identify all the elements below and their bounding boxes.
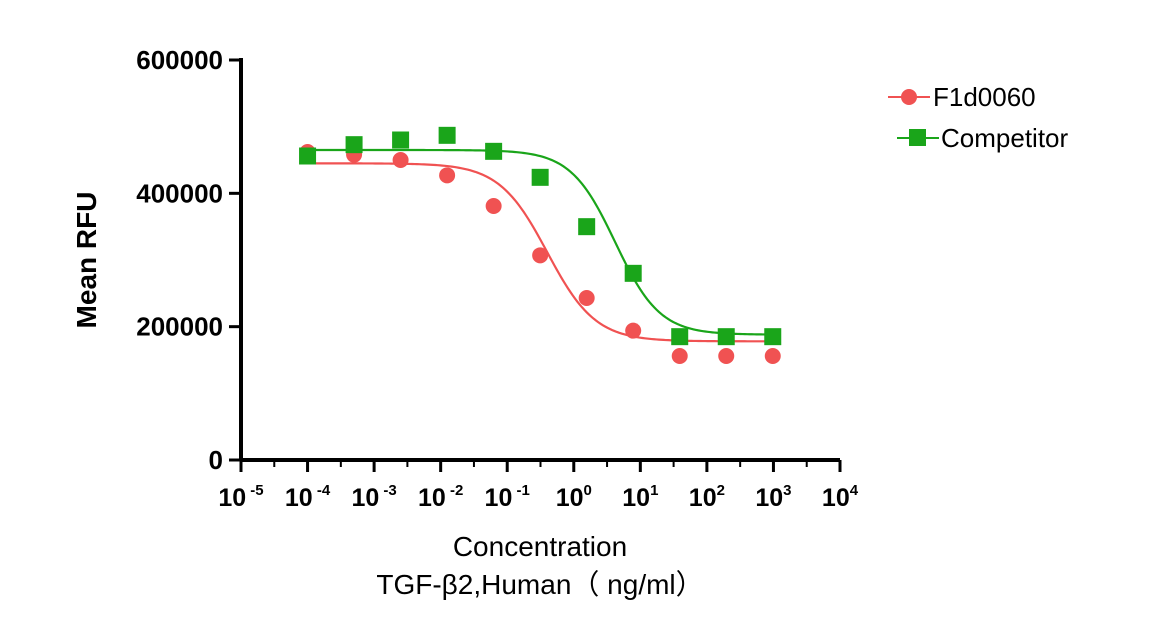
y-tick-label: 600000 bbox=[136, 45, 223, 75]
x-axis-title: Concentration bbox=[453, 531, 627, 562]
data-point-competitor bbox=[578, 218, 596, 236]
data-point-f1d0060 bbox=[764, 348, 781, 364]
x-tick-label: 104 bbox=[822, 482, 859, 512]
x-tick-label: 101 bbox=[622, 482, 658, 512]
axes-group: 0 200000 400000 600000 10 -5 10 -4 10 -3 10 -2 1… bbox=[136, 45, 859, 512]
legend-marker-f1d0060 bbox=[901, 89, 917, 105]
data-point-competitor bbox=[671, 328, 689, 346]
fit-curve-competitor bbox=[307, 148, 773, 336]
data-point-competitor bbox=[764, 328, 782, 346]
x-tick-label: 10 -2 bbox=[418, 482, 463, 512]
legend-label-competitor: Competitor bbox=[941, 123, 1068, 153]
x-tick-label: 10 -1 bbox=[485, 482, 530, 512]
data-point-f1d0060 bbox=[392, 152, 409, 168]
data-point-f1d0060 bbox=[625, 322, 642, 339]
legend-label-f1d0060: F1d0060 bbox=[933, 82, 1036, 112]
data-point-f1d0060 bbox=[439, 167, 456, 184]
fit-curves bbox=[307, 148, 773, 343]
y-tick-label: 400000 bbox=[136, 178, 223, 208]
legend-item-f1d0060[interactable]: F1d0060 bbox=[888, 82, 1036, 112]
legend-item-competitor[interactable]: Competitor bbox=[897, 123, 1068, 153]
data-point-f1d0060 bbox=[532, 247, 549, 264]
data-point-competitor bbox=[624, 264, 642, 282]
x-tick-label: 10 -5 bbox=[218, 482, 263, 512]
data-point-competitor bbox=[717, 328, 735, 346]
y-axis-title: Mean RFU bbox=[71, 192, 102, 329]
data-point-f1d0060 bbox=[485, 198, 502, 214]
data-point-f1d0060 bbox=[718, 348, 735, 364]
x-tick-label: 100 bbox=[556, 482, 592, 512]
legend-marker-competitor bbox=[909, 129, 926, 146]
x-tick-label: 103 bbox=[755, 482, 791, 512]
legend: F1d0060 Competitor bbox=[888, 82, 1068, 153]
fit-curve-f1d0060 bbox=[307, 162, 773, 343]
x-axis-subtitle: TGF-β2,Human（ ng/ml） bbox=[376, 569, 703, 600]
x-tick-label: 102 bbox=[689, 482, 725, 512]
data-point-f1d0060 bbox=[578, 290, 595, 306]
data-point-competitor bbox=[531, 168, 549, 186]
data-point-competitor bbox=[438, 126, 456, 144]
x-tick-label: 10 -4 bbox=[285, 482, 331, 512]
x-tick-label: 10 -3 bbox=[351, 482, 396, 512]
data-point-competitor bbox=[299, 147, 317, 165]
data-points bbox=[299, 126, 782, 364]
data-point-competitor bbox=[392, 131, 410, 149]
y-tick-label: 0 bbox=[209, 445, 223, 475]
data-point-f1d0060 bbox=[671, 348, 688, 364]
data-point-competitor bbox=[485, 142, 503, 160]
data-point-competitor bbox=[345, 136, 363, 154]
y-tick-label: 200000 bbox=[136, 312, 223, 342]
